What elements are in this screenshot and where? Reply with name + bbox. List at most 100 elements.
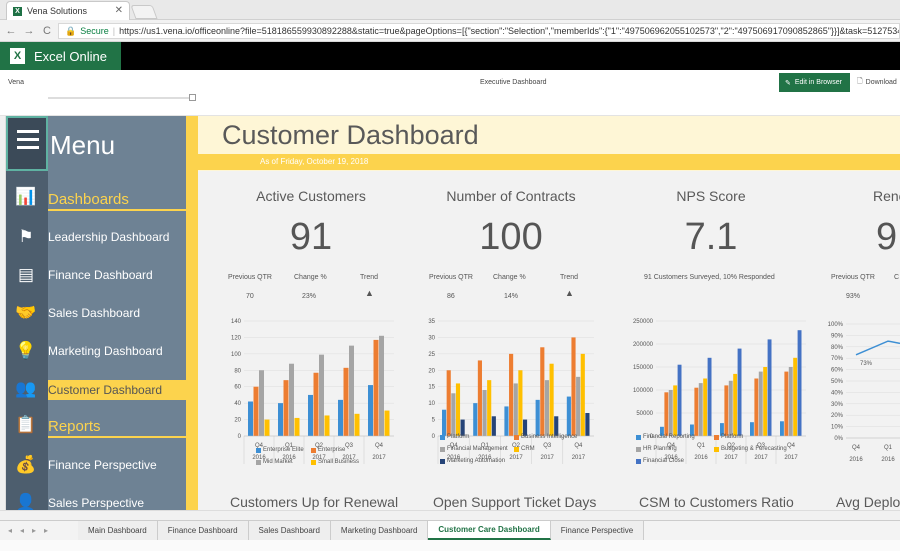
sidebar-section-dashboards[interactable]: Dashboards (48, 191, 186, 211)
sheet-tab[interactable]: Finance Perspective (550, 521, 645, 540)
sheet-nav: ◂ ◂ ▸ ▸ (0, 521, 78, 540)
legend-label: Marketing Automation (447, 458, 506, 464)
bar (677, 364, 682, 436)
sidebar-item-marketing[interactable]: Marketing Dashboard (48, 344, 163, 358)
edit-in-browser-button[interactable]: ✎ Edit in Browser (779, 73, 850, 92)
back-icon[interactable]: ← (5, 24, 17, 37)
bottom-metric-title: Avg Deplo (836, 494, 900, 510)
x-tick-label: 2016 (282, 455, 296, 461)
y-tick-label: 15 (428, 385, 435, 391)
metric-trend-label: Trend (560, 274, 579, 281)
first-sheet-icon[interactable]: ◂ (8, 526, 13, 535)
contracts-chart: 0 5 10 15 20 25 30 35 Q4 2016 Q1 2016 Q2 2017 Q3 2017 Q4… (428, 319, 594, 464)
bar (379, 335, 384, 436)
browser-tab[interactable]: X Vena Solutions ✕ (6, 1, 130, 20)
metric-value: 9 (876, 216, 898, 258)
bar (504, 406, 509, 436)
sheet-tab[interactable]: Main Dashboard (78, 521, 158, 540)
bar (540, 347, 545, 436)
bar (750, 422, 754, 436)
menu-label: Menu (50, 130, 116, 160)
y-tick-label: 0 (238, 434, 242, 440)
edit-in-browser-label: Edit in Browser (794, 79, 842, 86)
y-tick-label: 80% (831, 345, 844, 351)
sidebar-item-finance[interactable]: Finance Dashboard (48, 268, 153, 282)
reload-icon[interactable]: C (43, 24, 51, 37)
sidebar-item-finance-perspective[interactable]: Finance Perspective (48, 458, 157, 472)
trend-up-icon: ▲ (365, 288, 374, 298)
y-tick-label: 70% (831, 356, 844, 362)
legend-label: Financial Close (643, 458, 685, 464)
legend-item: Financial Management (440, 446, 508, 452)
renewal-chart: 0% 10% 20% 30% 40% 50% 60% 70% 80% 90% 100% 73% Q4 20… (828, 322, 900, 463)
sheet-tab[interactable]: Sales Dashboard (248, 521, 331, 540)
pencil-icon: ✎ (785, 79, 791, 87)
legend-label: Financial Reporting (643, 434, 695, 440)
prev-sheet-icon[interactable]: ◂ (20, 526, 25, 535)
horizontal-scrollbar[interactable] (0, 510, 900, 520)
bottom-metric-title: CSM to Customers Ratio (639, 494, 794, 510)
next-sheet-icon[interactable]: ▸ (32, 526, 37, 535)
sidebar-icon-column (6, 116, 48, 522)
y-tick-label: 60% (831, 368, 844, 374)
legend-item: Marketing Automation (440, 458, 505, 464)
bar (455, 383, 461, 436)
workbook-title: Executive Dashboard (480, 79, 547, 86)
sheet-tab[interactable]: Finance Dashboard (157, 521, 249, 540)
status-bar (0, 540, 900, 551)
x-tick-label: Q2 (512, 443, 521, 449)
legend-label: Platform (447, 434, 470, 440)
menu-toggle[interactable] (6, 116, 48, 171)
legend-swatch (440, 434, 445, 440)
forward-icon[interactable]: → (23, 24, 35, 37)
x-tick-label: Q4 (852, 445, 861, 451)
bar (793, 357, 798, 436)
y-tick-label: 20% (831, 413, 844, 419)
bar (694, 387, 699, 436)
bar (253, 386, 259, 436)
bar (576, 376, 581, 436)
bar (549, 363, 554, 436)
data-label: 73% (860, 361, 873, 367)
sidebar-item-leadership[interactable]: Leadership Dashboard (48, 230, 170, 244)
x-tick-label: Q4 (450, 443, 459, 449)
sheet-tab[interactable]: Marketing Dashboard (330, 521, 429, 540)
y-tick-label: 50000 (636, 411, 653, 417)
legend-label: HR Planning (643, 446, 677, 452)
zoom-slider[interactable] (48, 94, 196, 101)
sidebar-item-sales[interactable]: Sales Dashboard (48, 306, 141, 320)
bar (690, 424, 694, 436)
excel-brand[interactable]: X Excel Online (0, 42, 121, 70)
download-label: Download (865, 79, 897, 86)
download-button[interactable]: 🗋 Download (857, 73, 897, 92)
x-tick-label: 2017 (784, 455, 798, 461)
y-tick-label: 40% (831, 390, 844, 396)
sidebar-item-customer[interactable]: Customer Dashboard (48, 380, 186, 400)
url-input[interactable]: 🔒 Secure | https://us1.vena.io/officeonl… (58, 23, 900, 39)
y-tick-label: 140 (231, 319, 242, 325)
sidebar-item-sales-perspective[interactable]: Sales Perspective (48, 496, 145, 510)
bar (535, 399, 540, 436)
legend-swatch (714, 446, 719, 452)
legend-swatch (514, 446, 519, 452)
bar (460, 419, 465, 436)
new-tab-button[interactable] (130, 5, 158, 19)
sidebar-section-reports[interactable]: Reports (48, 418, 186, 438)
bar (784, 371, 789, 436)
x-tick-label: Q4 (667, 443, 676, 449)
bar (473, 403, 478, 436)
x-tick-label: 2016 (664, 455, 678, 461)
last-sheet-icon[interactable]: ▸ (44, 526, 49, 535)
workbook-owner: Vena (8, 79, 24, 86)
bar (788, 367, 793, 436)
legend-item: Platform (440, 434, 469, 440)
y-tick-label: 200000 (633, 342, 654, 348)
y-tick-label: 100 (231, 352, 242, 358)
excel-brand-label: Excel Online (34, 48, 107, 64)
x-tick-label: 2016 (447, 455, 461, 461)
legend-item: Business Intelligence (514, 434, 577, 440)
sheet-tab-active[interactable]: Customer Care Dashboard (428, 521, 551, 540)
metric-prev-value: 93% (846, 293, 861, 300)
zoom-slider-handle[interactable] (189, 94, 196, 101)
close-tab-icon[interactable]: ✕ (114, 5, 123, 16)
